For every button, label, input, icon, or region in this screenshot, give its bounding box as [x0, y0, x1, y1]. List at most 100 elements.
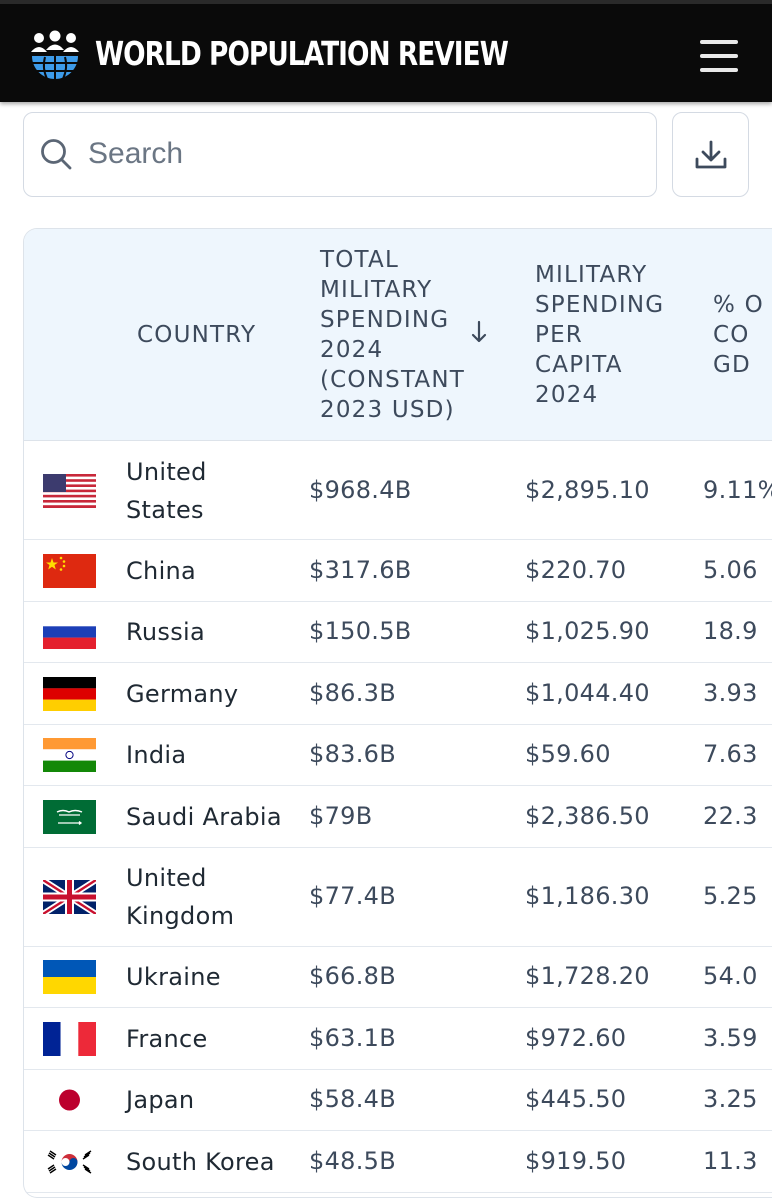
table-row[interactable]: Germany $86.3B $1,044.40 3.93 [24, 663, 772, 725]
total-spending-cell: $79B [309, 801, 373, 830]
country-name-line: France [126, 1024, 208, 1053]
total-spending-cell: $77.4B [309, 882, 396, 910]
country-name-line: Germany [126, 679, 239, 708]
table-row[interactable]: South Korea $48.5B $919.50 11.3 [24, 1131, 772, 1193]
country-name[interactable]: United States [126, 453, 207, 529]
column-header-total-spending[interactable]: TOTAL MILITARY SPENDING 2024 (CONSTANT 2… [320, 245, 480, 425]
pct-gdp-cell: 3.25 [703, 1085, 758, 1114]
country-name-line: China [126, 556, 197, 585]
header-line: % O [713, 292, 764, 318]
country-name[interactable]: South Korea [126, 1143, 275, 1181]
military-spending-table: COUNTRY TOTAL MILITARY SPENDING 2024 (CO… [23, 228, 772, 1198]
table-row[interactable]: Japan $58.4B $445.50 3.25 [24, 1070, 772, 1131]
pct-gdp-cell: 3.59 [703, 1023, 758, 1052]
brand-title[interactable]: WORLD POPULATION REVIEW [95, 34, 509, 73]
column-header-country[interactable]: COUNTRY [137, 322, 257, 348]
header-line: GD [713, 352, 751, 378]
country-name-line: India [126, 741, 187, 770]
per-capita-cell: $1,044.40 [525, 678, 650, 707]
ua-flag-icon [43, 960, 96, 994]
total-spending-cell: $83.6B [309, 740, 396, 769]
per-capita-cell: $2,386.50 [525, 801, 650, 830]
per-capita-cell: $1,025.90 [525, 617, 650, 646]
gb-flag-icon [43, 880, 96, 914]
per-capita-cell: $2,895.10 [525, 475, 650, 504]
top-navigation-bar: WORLD POPULATION REVIEW [0, 0, 772, 102]
table-row[interactable]: Ukraine $66.8B $1,728.20 54.0 [24, 947, 772, 1008]
total-spending-cell: $66.8B [309, 962, 396, 991]
de-flag-icon [43, 677, 96, 711]
hamburger-menu-icon[interactable] [700, 38, 738, 72]
header-line: SPENDING [320, 307, 450, 333]
total-spending-cell: $150.5B [309, 617, 412, 646]
header-line: 2024 [535, 382, 599, 408]
table-row[interactable]: France $63.1B $972.60 3.59 [24, 1008, 772, 1070]
country-name-line: Saudi Arabia [126, 802, 282, 831]
pct-gdp-cell: 7.63 [703, 740, 758, 769]
country-name[interactable]: Germany [126, 675, 238, 713]
per-capita-cell: $59.60 [525, 740, 611, 769]
country-name[interactable]: United Kingdom [126, 859, 234, 935]
total-spending-cell: $58.4B [309, 1085, 396, 1114]
country-name-line: Kingdom [126, 902, 235, 930]
header-line: (CONSTANT [320, 367, 465, 393]
total-spending-cell: $968.4B [309, 475, 412, 504]
country-name[interactable]: Russia [126, 613, 205, 651]
country-name-line: Ukraine [126, 963, 221, 992]
pct-gdp-cell: 3.93 [703, 678, 758, 707]
table-header: COUNTRY TOTAL MILITARY SPENDING 2024 (CO… [24, 229, 772, 441]
header-line: SPENDING [535, 292, 665, 318]
column-header-pct-gdp[interactable]: % O CO GD [713, 290, 772, 380]
per-capita-cell: $972.60 [525, 1023, 627, 1052]
download-button[interactable] [672, 112, 749, 197]
header-line: CAPITA [535, 352, 623, 378]
header-line: TOTAL [320, 247, 399, 273]
header-line: CO [713, 322, 750, 348]
header-line: MILITARY [535, 262, 648, 288]
sa-flag-icon [43, 800, 96, 834]
fr-flag-icon [43, 1022, 96, 1056]
country-name[interactable]: India [126, 736, 186, 774]
country-name-line: States [126, 495, 204, 524]
country-name[interactable]: China [126, 552, 196, 590]
header-line: PER [535, 322, 583, 348]
header-line: MILITARY [320, 277, 433, 303]
total-spending-cell: $86.3B [309, 678, 396, 707]
total-spending-cell: $63.1B [309, 1023, 396, 1052]
country-name-line: United [126, 457, 207, 486]
country-name[interactable]: Japan [126, 1081, 194, 1119]
country-name[interactable]: France [126, 1020, 208, 1058]
per-capita-cell: $919.50 [525, 1146, 627, 1175]
per-capita-cell: $445.50 [525, 1085, 627, 1114]
table-row[interactable]: Saudi Arabia $79B $2,386.50 22.3 [24, 786, 772, 848]
pct-gdp-cell: 54.0 [703, 962, 758, 991]
pct-gdp-cell: 9.11% [703, 475, 772, 504]
search-icon [41, 139, 72, 170]
table-row[interactable]: China $317.6B $220.70 5.06 [24, 540, 772, 602]
header-line: 2023 USD) [320, 397, 455, 423]
table-row[interactable]: United Kingdom $77.4B $1,186.30 5.25 [24, 848, 772, 947]
table-row[interactable]: Russia $150.5B $1,025.90 18.9 [24, 602, 772, 663]
us-flag-icon [43, 474, 96, 508]
pct-gdp-cell: 5.25 [703, 882, 758, 910]
country-name[interactable]: Saudi Arabia [126, 798, 282, 836]
table-row[interactable]: United States $968.4B $2,895.10 9.11% [24, 441, 772, 540]
download-icon [695, 140, 727, 169]
country-name-line: United [126, 864, 207, 892]
pct-gdp-cell: 18.9 [703, 617, 758, 646]
search-input[interactable] [88, 132, 628, 176]
per-capita-cell: $220.70 [525, 555, 627, 584]
globe-people-icon[interactable] [28, 30, 82, 82]
per-capita-cell: $1,728.20 [525, 962, 650, 991]
header-line: 2024 [320, 337, 384, 363]
country-name[interactable]: Ukraine [126, 958, 221, 996]
column-header-per-capita[interactable]: MILITARY SPENDING PER CAPITA 2024 [535, 260, 685, 410]
table-row[interactable]: India $83.6B $59.60 7.63 [24, 725, 772, 786]
pct-gdp-cell: 11.3 [703, 1146, 758, 1175]
per-capita-cell: $1,186.30 [525, 882, 650, 910]
pct-gdp-cell: 5.06 [703, 555, 758, 584]
arrow-down-icon[interactable] [470, 319, 488, 345]
total-spending-cell: $48.5B [309, 1146, 396, 1175]
kr-flag-icon [43, 1145, 96, 1179]
pct-gdp-cell: 22.3 [703, 801, 758, 830]
